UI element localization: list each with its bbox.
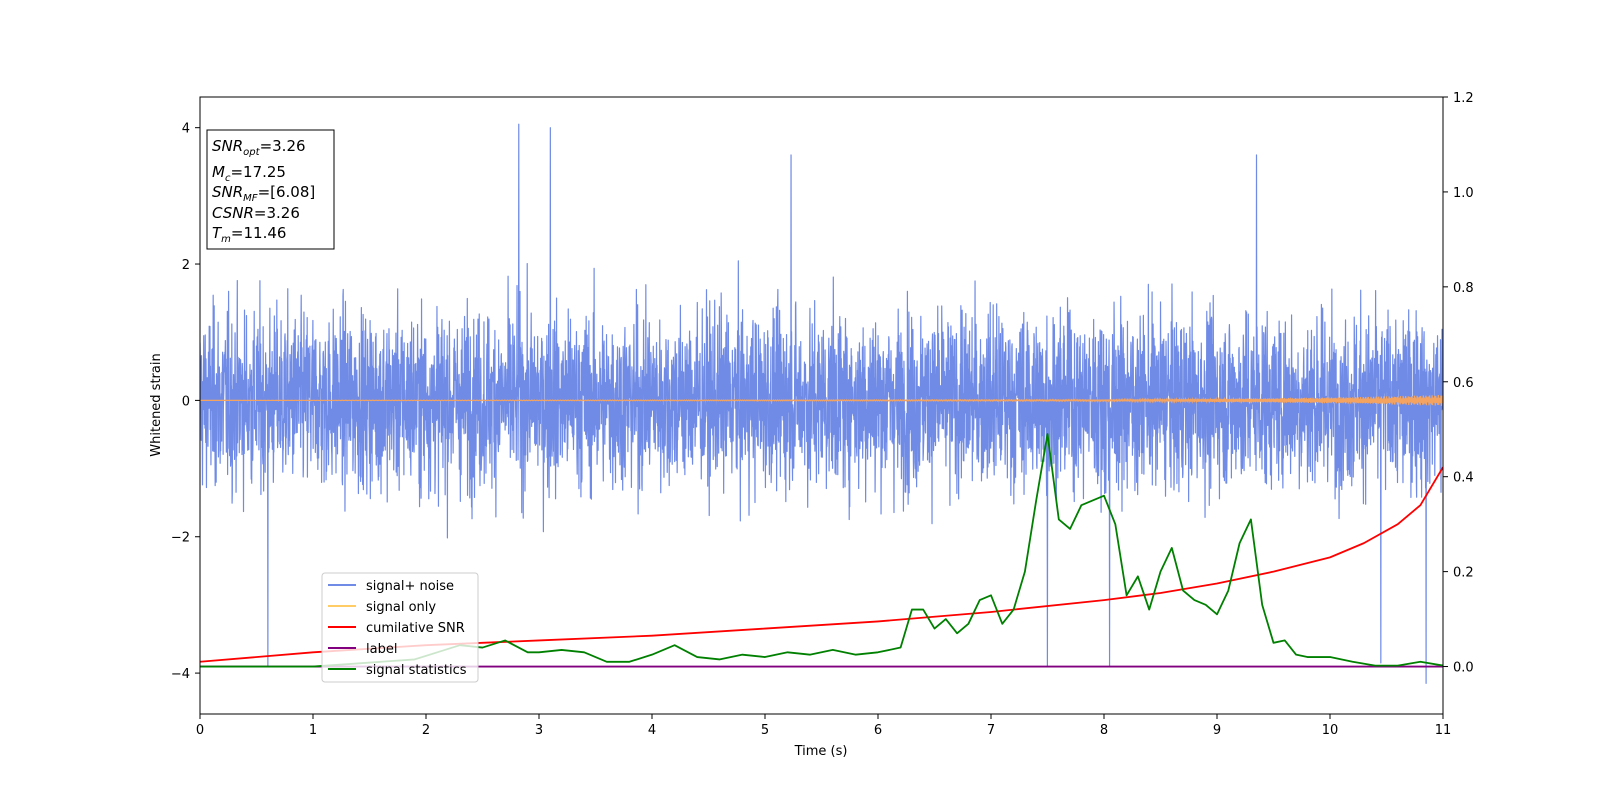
signal-only-line (200, 395, 1443, 406)
y-right-tick-label: 0.8 (1453, 281, 1474, 296)
y-left-tick-label: −2 (171, 531, 190, 546)
x-axis-label: Time (s) (794, 744, 848, 759)
y-axis-label: Whitened strain (149, 353, 164, 456)
y-left-tick-label: −4 (171, 667, 190, 682)
y-left-tick-label: 0 (182, 394, 190, 409)
signal-noise-line (200, 123, 1443, 684)
legend-label: label (366, 642, 397, 657)
x-tick-label: 9 (1213, 723, 1221, 738)
info-line: SNRMF=[6.08] (212, 183, 315, 204)
info-line: Tm=11.46 (212, 224, 286, 245)
x-tick-label: 2 (422, 723, 430, 738)
x-tick-label: 10 (1322, 723, 1339, 738)
legend-label: signal+ noise (366, 579, 454, 594)
y-right-tick-label: 0.0 (1453, 661, 1474, 676)
x-tick-label: 7 (987, 723, 995, 738)
x-tick-label: 5 (761, 723, 769, 738)
x-tick-label: 6 (874, 723, 882, 738)
x-tick-label: 4 (648, 723, 656, 738)
x-tick-label: 8 (1100, 723, 1108, 738)
y-left-tick-label: 2 (182, 258, 190, 273)
info-box: SNRopt=3.26 Mc=17.25SNRMF=[6.08]CSNR=3.26… (206, 129, 335, 250)
info-line: CSNR=3.26 (212, 204, 300, 222)
y-right-tick-label: 1.2 (1453, 91, 1474, 106)
x-tick-label: 0 (196, 723, 204, 738)
y-right-tick-label: 0.2 (1453, 566, 1474, 581)
x-tick-label: 11 (1435, 723, 1452, 738)
legend-label: cumilative SNR (366, 621, 465, 636)
info-line: Mc=17.25 (212, 163, 286, 184)
legend: signal+ noise signal only cumilative SNR la… (321, 572, 479, 683)
signal-statistics-line (200, 433, 1443, 668)
y-left-tick-label: 4 (182, 122, 190, 137)
legend-label: signal only (366, 600, 436, 615)
y-axis-left: 4 2 0 −2 −4 (171, 122, 200, 682)
y-axis-right: 1.2 1.0 0.8 0.6 0.4 0.2 0.0 (1443, 91, 1474, 676)
x-tick-label: 3 (535, 723, 543, 738)
x-axis: 0 1 2 3 4 5 6 7 8 9 10 11 (196, 714, 1451, 738)
y-right-tick-label: 1.0 (1453, 186, 1474, 201)
plot-area-frame (199, 96, 1444, 715)
legend-label: signal statistics (366, 663, 467, 678)
info-box-frame (206, 129, 335, 250)
y-right-tick-label: 0.6 (1453, 376, 1474, 391)
info-line: SNRopt=3.26 (212, 137, 306, 158)
legend-frame (321, 572, 479, 683)
x-tick-label: 1 (309, 723, 317, 738)
y-right-tick-label: 0.4 (1453, 471, 1474, 486)
